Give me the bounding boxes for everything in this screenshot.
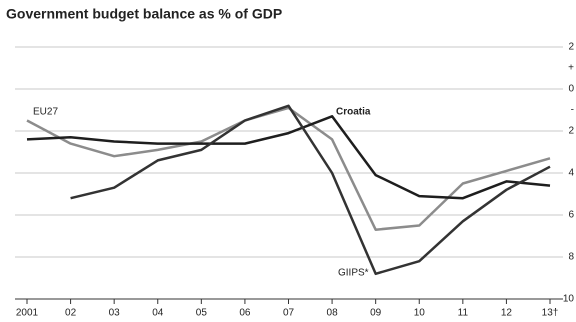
x-tick-label: 03 <box>109 308 121 319</box>
series-label: GIIPS* <box>338 268 369 279</box>
x-tick-label: 02 <box>65 308 77 319</box>
sign-label: + <box>568 63 574 74</box>
series-label: Croatia <box>336 107 371 118</box>
x-tick-label: 05 <box>196 308 208 319</box>
y-tick-label: 8 <box>568 252 574 263</box>
x-tick-label: 08 <box>327 308 339 319</box>
y-tick-label: 2 <box>568 42 574 53</box>
x-tick-label: 07 <box>283 308 295 319</box>
y-tick-label: 0 <box>568 84 574 95</box>
y-tick-label: 4 <box>568 168 574 179</box>
series-line <box>26 115 551 200</box>
x-tick-label: 12 <box>501 308 513 319</box>
series-line <box>70 104 551 276</box>
series-line <box>26 106 551 231</box>
series-label: EU27 <box>33 107 58 118</box>
x-tick-label: 11 <box>458 308 469 319</box>
x-tick-label: 04 <box>152 308 164 319</box>
y-tick-label: 2 <box>568 126 574 137</box>
x-tick-label: 13† <box>542 308 559 319</box>
sign-label: - <box>571 105 574 116</box>
chart-title: Government budget balance as % of GDP <box>6 6 282 22</box>
y-tick-label: 10 <box>563 294 575 305</box>
x-tick-label: 10 <box>414 308 426 319</box>
x-tick-label: 2001 <box>16 308 39 319</box>
y-tick-label: 6 <box>568 210 574 221</box>
x-tick-label: 06 <box>239 308 251 319</box>
x-tick-label: 09 <box>370 308 382 319</box>
